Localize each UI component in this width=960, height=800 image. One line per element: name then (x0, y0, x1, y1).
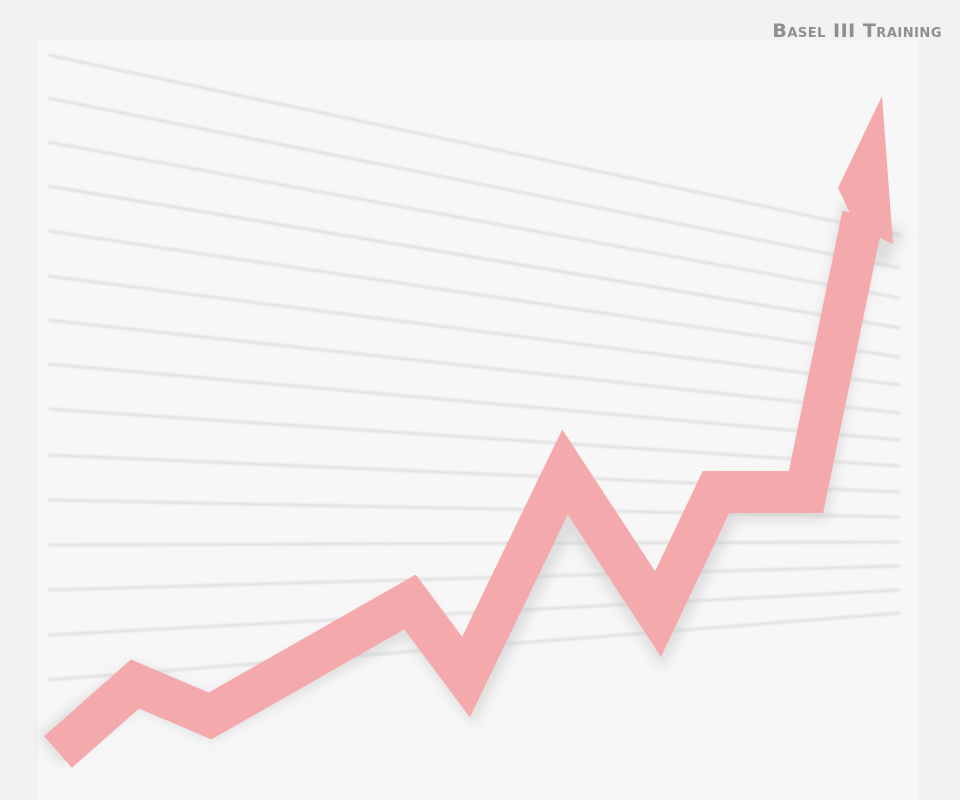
rising-zigzag-arrow-icon (44, 96, 893, 768)
grid-line (47, 363, 901, 441)
grid-line (47, 275, 901, 386)
arrow-body (44, 210, 884, 768)
grid-line (47, 565, 901, 591)
grid-line (47, 541, 901, 546)
grid-line (47, 185, 901, 329)
grid-line (47, 54, 901, 236)
grid-line (47, 141, 901, 299)
grid-line (47, 319, 901, 414)
grid-line (47, 230, 901, 358)
grid-line (47, 97, 901, 269)
watermark-text: Basel III Training (772, 20, 942, 42)
arrow-head (838, 96, 893, 244)
grid-line (47, 408, 901, 467)
